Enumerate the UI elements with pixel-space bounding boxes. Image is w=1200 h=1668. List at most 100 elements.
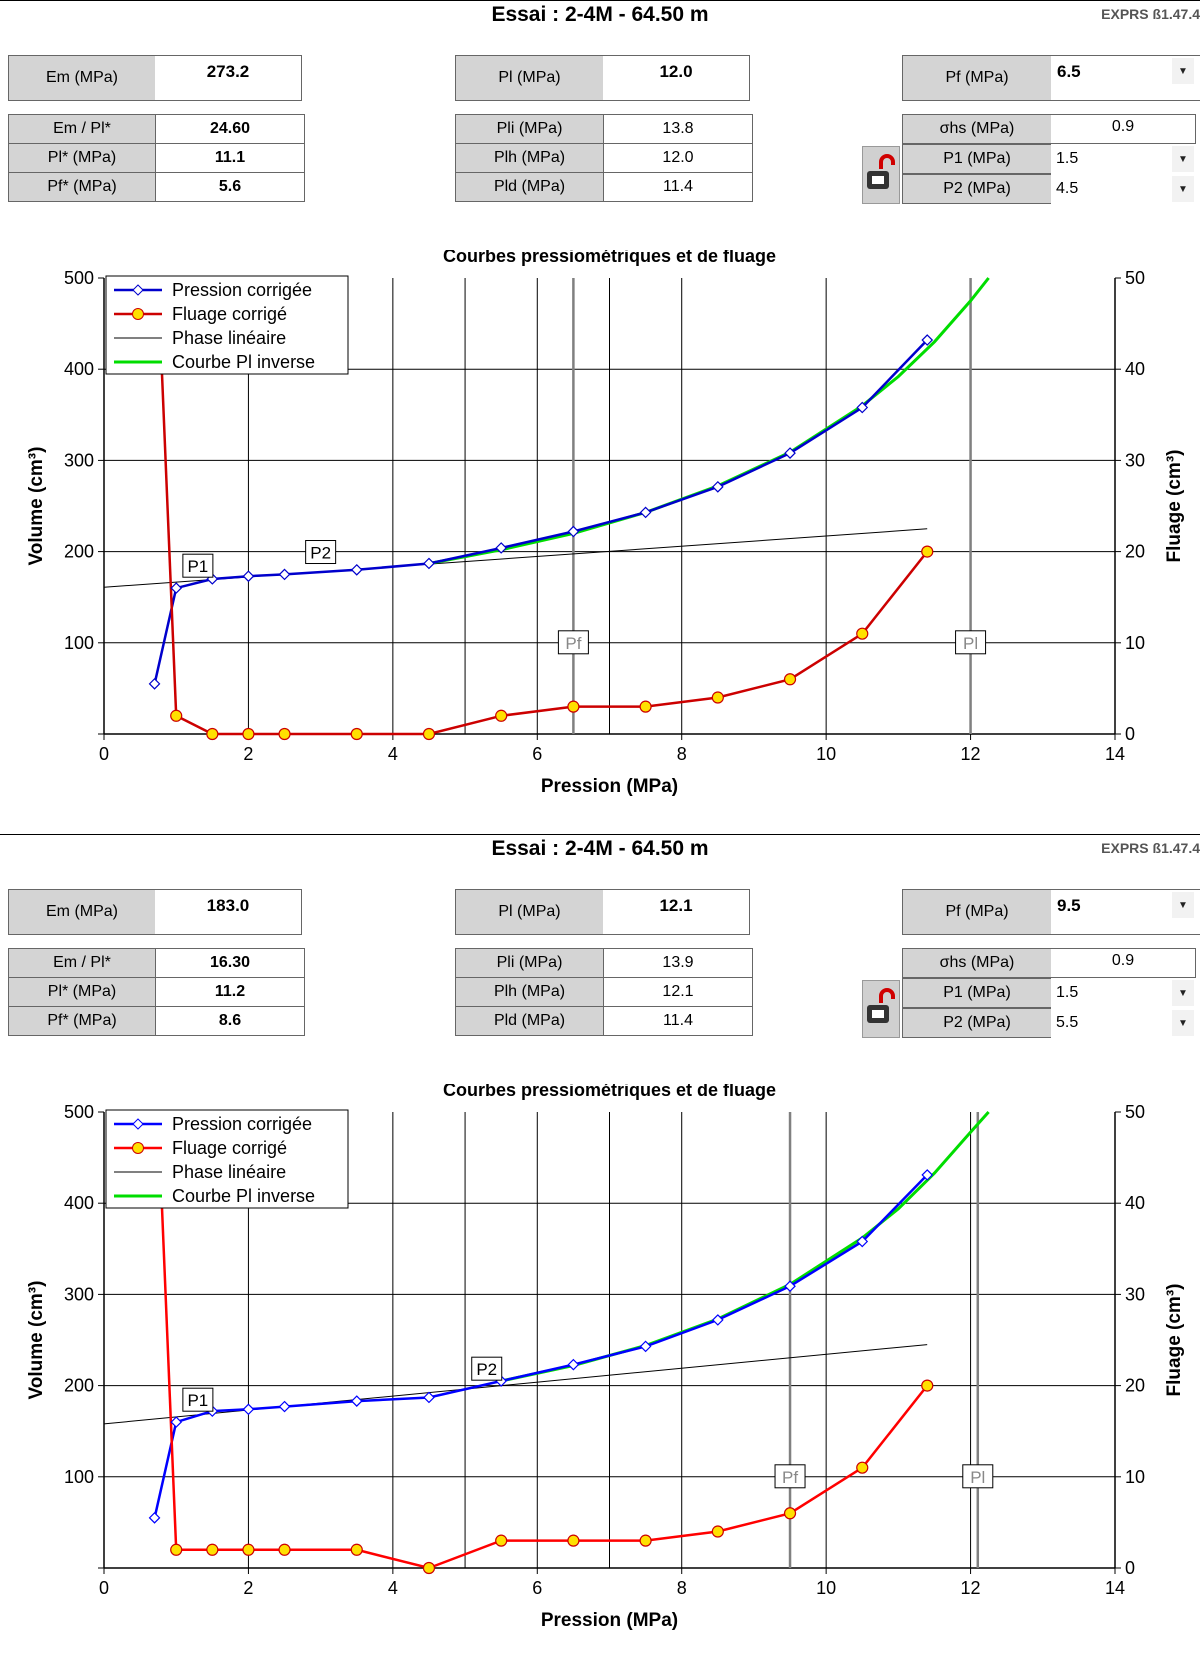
- pressure-point: [856, 401, 869, 414]
- creep-point: [711, 1525, 724, 1538]
- plh-value: 12.0: [603, 143, 753, 173]
- creep-point: [170, 709, 183, 722]
- pressure-point: [350, 1395, 363, 1407]
- y-tick-label: 200: [64, 1376, 94, 1396]
- legend-item-label: Phase linéaire: [172, 1162, 286, 1182]
- y-tick-label: 300: [64, 1284, 94, 1304]
- pl_star-value: 11.1: [155, 143, 305, 173]
- y-tick-label: 400: [64, 359, 94, 379]
- pl-box: Pl (MPa) 12.0: [455, 55, 750, 101]
- x-tick-label: 2: [243, 1578, 253, 1598]
- legend-marker: [132, 284, 144, 296]
- pld-value: 11.4: [603, 172, 753, 202]
- marker-box: [305, 540, 337, 565]
- marker-pl: Pl: [962, 1464, 994, 1489]
- series-line-linear: [103, 1344, 928, 1425]
- pf_star-value: 5.6: [155, 172, 305, 202]
- unlock-button[interactable]: [862, 146, 900, 204]
- marker-p1: P1: [182, 1387, 214, 1412]
- x-tick-label: 10: [816, 1578, 836, 1598]
- legend-marker: [132, 308, 144, 320]
- pf_star-label: Pf* (MPa): [8, 172, 156, 202]
- series-line-creep-initial: [160, 369, 178, 716]
- em-box-label: Em (MPa): [9, 890, 156, 934]
- test-panel: Essai : 2-4M - 64.50 m EXPRS ß1.47.4 Em (M…: [0, 0, 1200, 797]
- y-tick-label: 500: [64, 1102, 94, 1122]
- pressure-point: [242, 1403, 255, 1416]
- series-line-inverse: [428, 277, 990, 565]
- pressure-point: [278, 568, 291, 581]
- unlock-button[interactable]: [862, 980, 900, 1038]
- x-tick-label: 14: [1105, 1578, 1125, 1598]
- p1-select[interactable]: 1.5: [1056, 984, 1079, 1001]
- legend-item-label: Fluage corrigé: [172, 1138, 287, 1158]
- pressure-point: [170, 582, 183, 594]
- p2-select[interactable]: 5.5: [1056, 1014, 1079, 1031]
- marker-box: [182, 553, 214, 578]
- pressure-point: [711, 1314, 724, 1326]
- y-axis-label: Volume (cm³): [26, 447, 47, 566]
- pf-select[interactable]: Pf (MPa) 6.5: [902, 55, 1200, 101]
- pf-dropdown-arrow-icon[interactable]: ▼: [1172, 892, 1194, 918]
- creep-point: [422, 1561, 436, 1575]
- p1-label: P1 (MPa): [903, 145, 1051, 173]
- marker-pf: Pf: [557, 630, 589, 655]
- y2-tick-label: 20: [1125, 542, 1145, 562]
- x-tick-label: 6: [532, 744, 542, 764]
- pressure-point: [784, 447, 796, 459]
- creep-point: [783, 1507, 797, 1520]
- creep-point: [783, 673, 797, 686]
- pressure-point: [921, 1169, 934, 1181]
- creep-point: [206, 1543, 219, 1556]
- pf-select[interactable]: Pf (MPa) 9.5: [902, 889, 1200, 935]
- marker-label: P1: [187, 557, 208, 576]
- x-tick-label: 2: [243, 744, 253, 764]
- pressure-point: [423, 557, 435, 570]
- pressure-point: [921, 334, 934, 346]
- version-label: EXPRS ß1.47.4: [1101, 6, 1200, 22]
- pl-details-table: Pli (MPa) 13.9 Plh (MPa) 12.1 Pld (MPa) 11.4: [455, 948, 753, 1036]
- p1-dropdown-arrow-icon[interactable]: ▼: [1172, 980, 1194, 1006]
- pl_star-label: Pl* (MPa): [8, 977, 156, 1007]
- ohs-field[interactable]: σhs (MPa) 0.9: [902, 948, 1196, 978]
- x-tick-label: 8: [677, 1578, 687, 1598]
- p2-label: P2 (MPa): [903, 175, 1051, 203]
- pf-dropdown-arrow-icon[interactable]: ▼: [1172, 58, 1194, 84]
- p1-select[interactable]: 1.5: [1056, 150, 1079, 167]
- y-tick-label: 200: [64, 542, 94, 562]
- marker-box: [774, 1464, 806, 1489]
- y2-axis-label: Fluage (cm³): [1164, 1284, 1185, 1397]
- pld-value: 11.4: [603, 1006, 753, 1036]
- p2-dropdown-arrow-icon[interactable]: ▼: [1172, 1010, 1194, 1036]
- series-line-pressure: [153, 1174, 929, 1519]
- ohs-value[interactable]: 0.9: [1051, 115, 1195, 143]
- ratios-table: Em / Pl* 16.30 Pl* (MPa) 11.2 Pf* (MPa) 8.6: [8, 948, 305, 1036]
- x-axis-label: Pression (MPa): [541, 1610, 678, 1631]
- creep-point: [567, 1534, 580, 1547]
- creep-point: [856, 1461, 869, 1474]
- p2-select[interactable]: 4.5: [1056, 180, 1079, 197]
- x-tick-label: 0: [99, 1578, 109, 1598]
- creep-point: [278, 727, 291, 741]
- plh-value: 12.1: [603, 977, 753, 1007]
- em-box-label: Em (MPa): [9, 56, 156, 100]
- x-tick-label: 0: [99, 744, 109, 764]
- y-axis-label: Volume (cm³): [26, 1281, 47, 1400]
- pressure-point: [711, 480, 724, 493]
- em-box-value: 273.2: [155, 56, 301, 100]
- pressure-chart: Courbes pressiométriques et de fluage 0 2 4…: [26, 1084, 1185, 1631]
- p2-dropdown-arrow-icon[interactable]: ▼: [1172, 176, 1194, 202]
- p1-dropdown-arrow-icon[interactable]: ▼: [1172, 146, 1194, 172]
- y2-tick-label: 50: [1125, 268, 1145, 288]
- legend-box: [105, 275, 349, 375]
- em_pl-label: Em / Pl*: [8, 114, 156, 144]
- series-line-inverse: [500, 1110, 990, 1383]
- y2-tick-label: 40: [1125, 359, 1145, 379]
- creep-point: [350, 1543, 363, 1556]
- marker-label: P1: [187, 1391, 208, 1410]
- ohs-value[interactable]: 0.9: [1051, 949, 1195, 977]
- marker-box: [557, 630, 589, 655]
- ohs-field[interactable]: σhs (MPa) 0.9: [902, 114, 1196, 144]
- x-tick-label: 6: [532, 1578, 542, 1598]
- pl-details-table: Pli (MPa) 13.8 Plh (MPa) 12.0 Pld (MPa) 11.4: [455, 114, 753, 202]
